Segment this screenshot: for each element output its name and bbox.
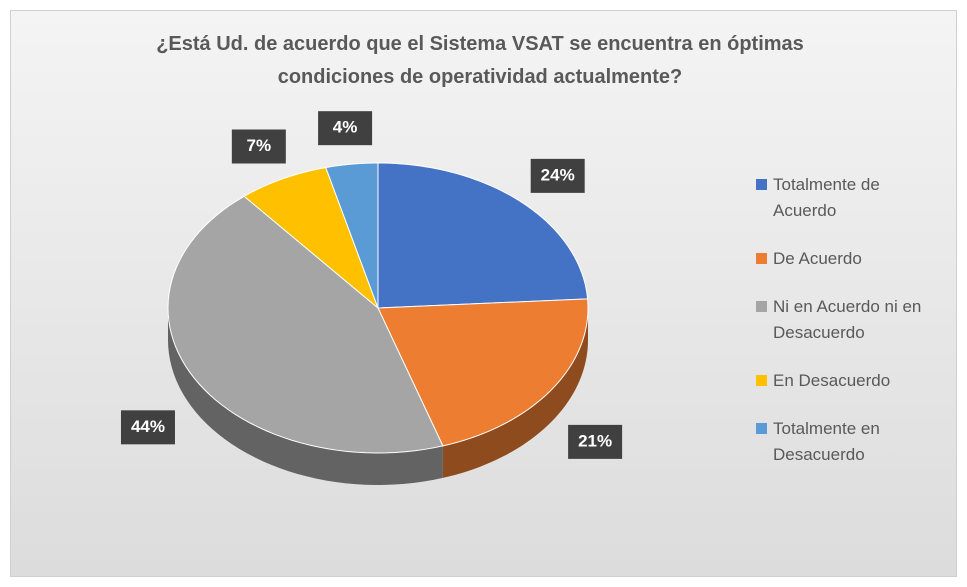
legend-swatch xyxy=(756,253,767,264)
legend-swatch xyxy=(756,301,767,312)
slice xyxy=(325,162,379,309)
legend-entry: Totalmente en Desacuerdo xyxy=(756,416,946,468)
data-label-box xyxy=(530,158,585,193)
data-label-box xyxy=(120,410,175,445)
legend-entry: Ni en Acuerdo ni en Desacuerdo xyxy=(756,294,946,346)
data-label-box xyxy=(568,424,623,459)
slice xyxy=(243,166,380,310)
chart-title: ¿Está Ud. de acuerdo que el Sistema VSAT… xyxy=(156,33,804,88)
data-label-box xyxy=(231,129,286,164)
legend-label: Ni en Acuerdo ni en Desacuerdo xyxy=(773,297,922,342)
data-label: 4% xyxy=(333,118,358,137)
slice xyxy=(377,298,589,447)
legend-label: En Desacuerdo xyxy=(773,371,891,390)
legend-entry: En Desacuerdo xyxy=(756,368,946,394)
legend-label: Totalmente de Acuerdo xyxy=(773,175,880,220)
legend-label: Totalmente en Desacuerdo xyxy=(773,419,880,464)
legend-entry: De Acuerdo xyxy=(756,246,946,272)
data-label: 24% xyxy=(541,165,575,184)
data-label: 44% xyxy=(131,417,165,436)
slice xyxy=(167,195,444,454)
legend-label: De Acuerdo xyxy=(773,249,862,268)
data-label-box xyxy=(318,111,373,146)
legend-swatch xyxy=(756,423,767,434)
legend-swatch xyxy=(756,179,767,190)
legend-entry: Totalmente de Acuerdo xyxy=(756,172,946,224)
slice-side xyxy=(168,308,443,485)
data-label: 21% xyxy=(578,431,612,450)
slice xyxy=(377,162,589,309)
legend: Totalmente de Acuerdo De Acuerdo Ni en Acu… xyxy=(756,172,946,468)
data-label: 7% xyxy=(247,136,272,155)
legend-swatch xyxy=(756,375,767,386)
